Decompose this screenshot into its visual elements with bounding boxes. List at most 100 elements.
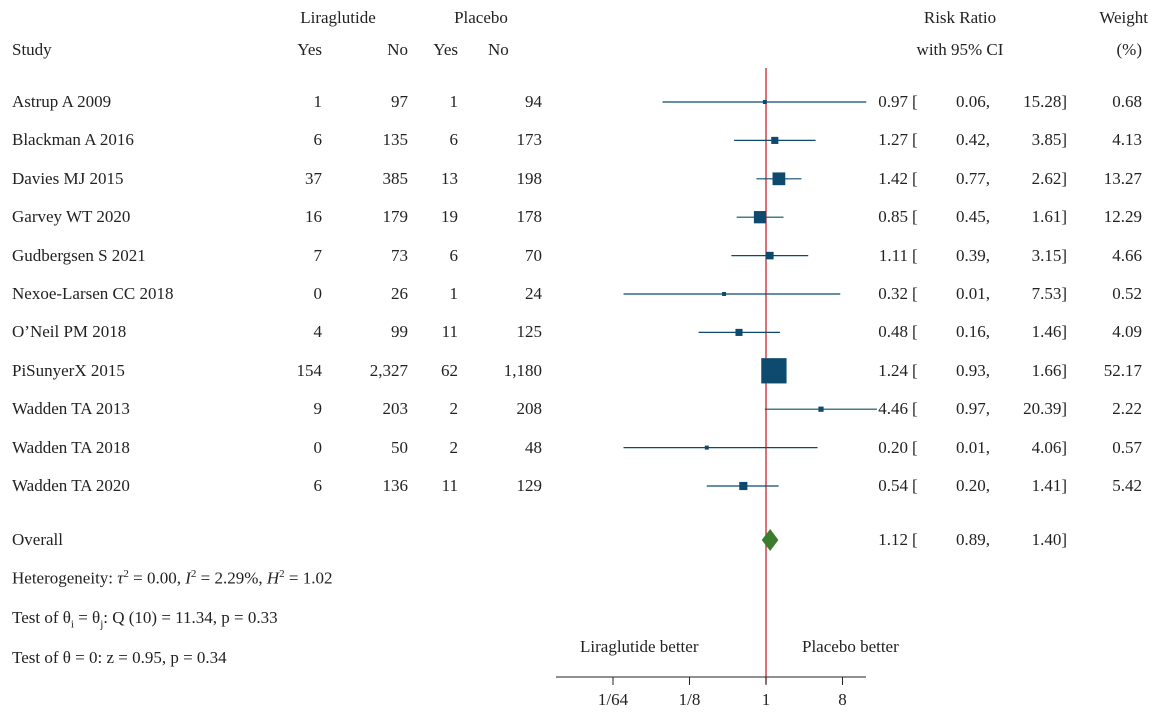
placebo-no-header: No	[488, 40, 509, 59]
risk-ratio: 1.27	[878, 130, 908, 150]
risk-ratio: 0.54	[878, 476, 908, 495]
risk-ratio: 1.24	[878, 360, 908, 380]
liraglutide-no: 26	[391, 284, 408, 303]
weight-pct: 5.42	[1112, 476, 1142, 495]
ci-low: 0.01,	[956, 437, 990, 457]
overall-ci-low: 0.89,	[956, 530, 990, 549]
ci-high: 4.06]	[1031, 437, 1067, 457]
overall-diamond	[761, 529, 779, 551]
ci-header: with 95% CI	[916, 40, 1004, 59]
effect-marker	[704, 445, 709, 450]
ci-low: 0.20,	[956, 476, 990, 495]
liraglutide-no: 50	[391, 437, 408, 457]
weight-pct: 0.57	[1112, 437, 1142, 457]
ci-low: 0.42,	[956, 130, 990, 150]
effect-marker	[771, 136, 779, 144]
liraglutide-yes: 16	[305, 207, 322, 227]
test-homogeneity: Test of θi = θj: Q (10) = 11.34, p = 0.3…	[12, 608, 278, 631]
liraglutide-no: 97	[391, 92, 408, 111]
placebo-no: 198	[516, 168, 543, 188]
liraglutide-yes: 6	[313, 476, 323, 495]
effect-marker	[762, 100, 767, 104]
weight-pct: 4.66	[1112, 245, 1142, 265]
liraglutide-yes: 1	[313, 92, 323, 111]
risk-ratio: 0.48	[878, 322, 908, 342]
ci-low: 0.16,	[956, 322, 990, 342]
placebo-yes: 2	[449, 437, 459, 457]
weight-pct: 13.27	[1103, 168, 1142, 188]
study-name: O’Neil PM 2018	[12, 322, 127, 342]
ci-bracket: [	[912, 360, 918, 380]
liraglutide-yes: 154	[296, 360, 323, 380]
effect-marker	[818, 406, 824, 412]
ci-low: 0.93,	[956, 360, 990, 380]
study-name: Wadden TA 2013	[12, 399, 130, 419]
ci-bracket: [	[912, 476, 918, 495]
overall-label: Overall	[12, 530, 63, 549]
placebo-no: 125	[516, 322, 543, 342]
ci-bracket: [	[912, 130, 918, 150]
ci-bracket: [	[912, 284, 918, 303]
x-tick-label: 1/64	[598, 690, 629, 709]
ci-low: 0.06,	[956, 92, 990, 111]
risk-ratio: 1.11	[878, 245, 908, 265]
study-name: PiSunyerX 2015	[12, 360, 125, 380]
placebo-yes: 13	[441, 168, 458, 188]
weight-pct: 52.17	[1103, 360, 1142, 380]
effect-marker	[753, 211, 767, 224]
ci-low: 0.97,	[956, 399, 990, 419]
placebo-no: 173	[516, 130, 543, 150]
ci-low: 0.77,	[956, 168, 990, 188]
placebo-no: 1,180	[503, 360, 542, 380]
liraglutide-no: 203	[382, 399, 409, 419]
liraglutide-header: Liraglutide	[300, 8, 376, 27]
ci-high: 1.46]	[1031, 322, 1067, 342]
placebo-yes: 11	[441, 476, 458, 495]
effect-marker	[735, 328, 743, 336]
ci-bracket: [	[912, 245, 918, 265]
risk-ratio: 0.20	[878, 437, 908, 457]
liraglutide-no: 136	[382, 476, 409, 495]
placebo-no: 178	[516, 207, 543, 227]
ci-high: 1.41]	[1031, 476, 1067, 495]
risk-ratio: 4.46	[878, 399, 908, 419]
ci-high: 1.66]	[1031, 360, 1067, 380]
placebo-yes: 11	[441, 322, 458, 342]
ci-bracket: [	[912, 92, 918, 111]
ci-high: 15.28]	[1023, 92, 1067, 111]
effect-marker	[761, 358, 787, 384]
ci-high: 2.62]	[1031, 168, 1067, 188]
x-tick-label: 8	[838, 690, 847, 709]
study-name: Wadden TA 2018	[12, 437, 130, 457]
placebo-no: 48	[525, 437, 542, 457]
liraglutide-yes: 0	[313, 284, 323, 303]
weight-unit-header: (%)	[1116, 40, 1142, 59]
liraglutide-no: 73	[391, 245, 408, 265]
x-tick-label: 1/8	[679, 690, 701, 709]
study-name: Garvey WT 2020	[12, 207, 131, 227]
ci-bracket: [	[912, 168, 918, 188]
weight-pct: 2.22	[1112, 399, 1142, 419]
test-overall-effect: Test of θ = 0: z = 0.95, p = 0.34	[12, 648, 227, 667]
effect-marker	[772, 172, 786, 186]
weight-pct: 0.52	[1112, 284, 1142, 303]
risk-ratio: 0.32	[878, 284, 908, 303]
weight-pct: 0.68	[1112, 92, 1142, 111]
placebo-yes: 2	[449, 399, 459, 419]
overall-rr: 1.12	[878, 530, 908, 549]
ci-bracket: [	[912, 437, 918, 457]
placebo-yes: 1	[449, 284, 459, 303]
placebo-no: 129	[516, 476, 543, 495]
study-header: Study	[12, 40, 52, 59]
placebo-no: 208	[516, 399, 543, 419]
study-name: Wadden TA 2020	[12, 476, 130, 495]
effect-marker	[739, 481, 748, 491]
placebo-no: 70	[525, 245, 542, 265]
liraglutide-yes: 0	[313, 437, 323, 457]
ci-high: 3.15]	[1031, 245, 1067, 265]
weight-pct: 4.13	[1112, 130, 1142, 150]
placebo-yes: 1	[449, 92, 459, 111]
liraglutide-no: 2,327	[369, 360, 408, 380]
